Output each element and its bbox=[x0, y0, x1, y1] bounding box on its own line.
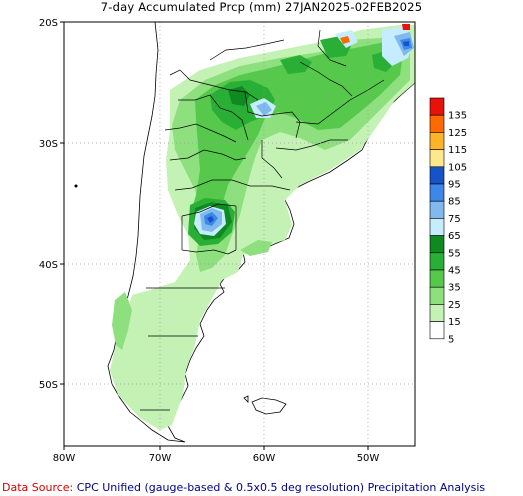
lon-label-60w: 60W bbox=[253, 453, 276, 464]
legend-swatch bbox=[429, 218, 445, 236]
legend-label: 15 bbox=[448, 317, 461, 328]
legend-label: 105 bbox=[448, 162, 467, 173]
legend-label: 75 bbox=[448, 214, 461, 225]
island-dot bbox=[74, 184, 78, 188]
graticule bbox=[64, 22, 415, 446]
legend-swatch bbox=[429, 149, 445, 168]
legend-label: 55 bbox=[448, 248, 461, 259]
legend-label: 45 bbox=[448, 266, 461, 277]
lon-label-70w: 70W bbox=[149, 453, 172, 464]
legend-label: 135 bbox=[448, 111, 467, 122]
lat-label-50s: 50S bbox=[39, 380, 58, 391]
lat-label-30s: 30S bbox=[39, 139, 58, 150]
legend-swatch bbox=[429, 132, 445, 150]
legend-label: 5 bbox=[448, 334, 454, 345]
footer-text: CPC Unified (gauge-based & 0.5x0.5 deg r… bbox=[76, 481, 486, 494]
legend-swatch bbox=[429, 304, 445, 322]
legend-swatch bbox=[429, 183, 445, 202]
legend-swatch bbox=[429, 321, 445, 340]
political-borders bbox=[140, 29, 385, 411]
precip-shading bbox=[110, 24, 415, 430]
tick-marks bbox=[60, 21, 369, 450]
legend-swatch bbox=[429, 97, 445, 116]
legend-label: 85 bbox=[448, 197, 461, 208]
legend-swatch bbox=[429, 269, 445, 288]
legend-label: 95 bbox=[448, 180, 461, 191]
lon-labels: 80W 70W 60W 50W bbox=[53, 453, 380, 464]
legend-label: 25 bbox=[448, 300, 461, 311]
footer-lead: Data Source: bbox=[2, 481, 74, 494]
legend-swatch bbox=[429, 166, 445, 185]
legend-swatch bbox=[429, 286, 445, 305]
lat-label-20s: 20S bbox=[39, 18, 58, 29]
legend-label: 65 bbox=[448, 231, 461, 242]
lon-label-50w: 50W bbox=[357, 453, 380, 464]
legend-label: 35 bbox=[448, 283, 461, 294]
legend-swatch bbox=[429, 252, 445, 271]
lon-label-80w: 80W bbox=[53, 453, 76, 464]
legend-label: 125 bbox=[448, 128, 467, 139]
legend-swatch bbox=[429, 114, 445, 133]
lat-labels: 20S 30S 40S 50S bbox=[39, 18, 58, 391]
map-title: 7-day Accumulated Prcp (mm) 27JAN2025-02… bbox=[100, 0, 423, 14]
color-legend: 135 125 115 105 95 85 75 65 55 45 35 25 15 5 bbox=[429, 97, 467, 345]
map-frame bbox=[63, 21, 416, 447]
legend-label: 115 bbox=[448, 145, 467, 156]
data-source-footer: Data Source: CPC Unified (gauge-based & … bbox=[2, 481, 485, 494]
legend-swatch bbox=[429, 200, 445, 219]
lat-label-40s: 40S bbox=[39, 260, 58, 271]
legend-swatch bbox=[429, 235, 445, 254]
